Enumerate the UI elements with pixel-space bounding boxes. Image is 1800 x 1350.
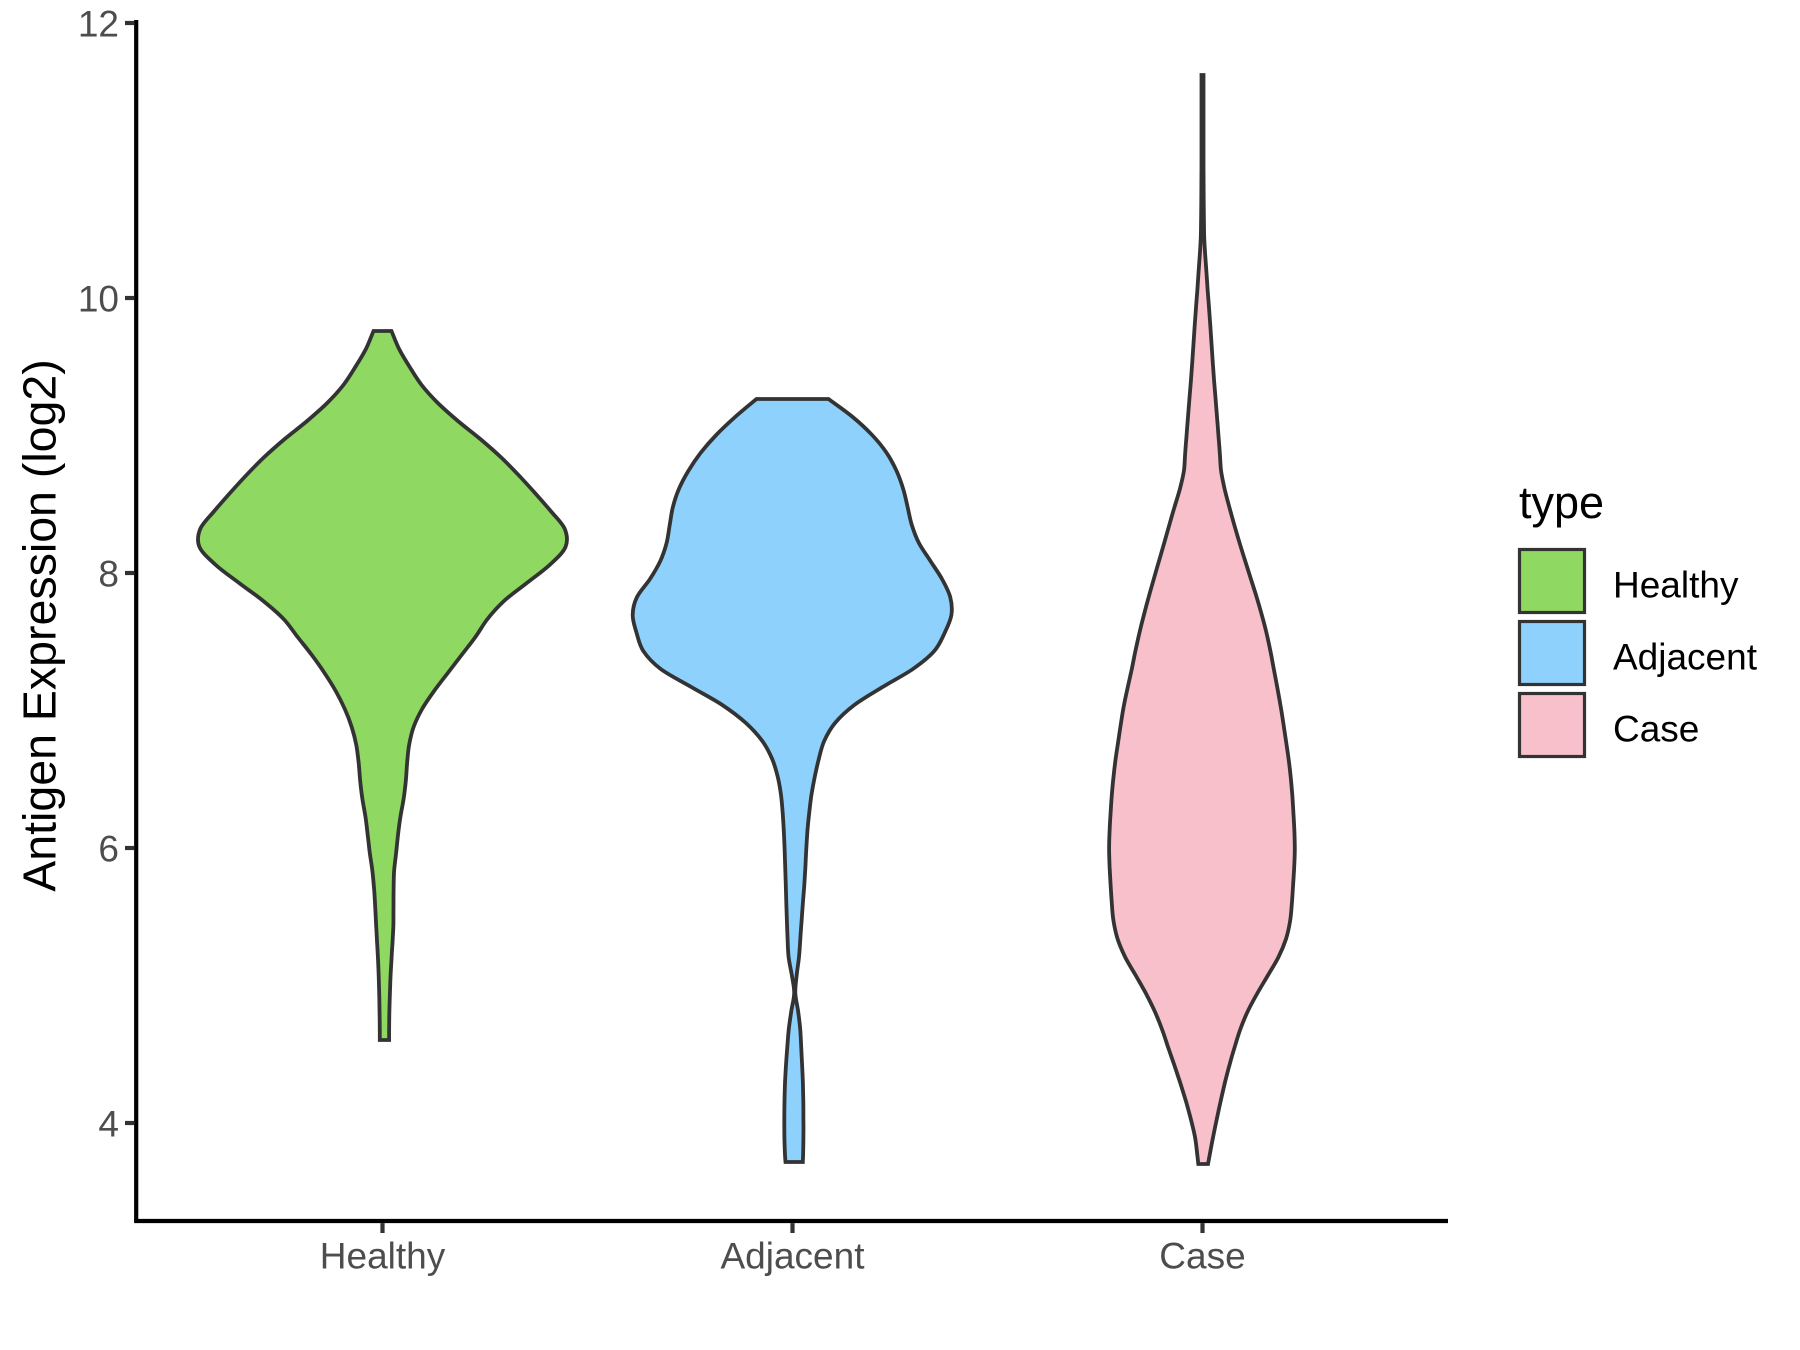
svg-text:12: 12 — [78, 4, 119, 45]
svg-text:10: 10 — [78, 279, 119, 320]
svg-text:Healthy: Healthy — [1613, 565, 1739, 606]
svg-text:Antigen Expression (log2): Antigen Expression (log2) — [14, 359, 66, 891]
svg-text:type: type — [1519, 477, 1604, 528]
svg-text:Case: Case — [1159, 1236, 1245, 1277]
svg-text:Case: Case — [1613, 709, 1699, 750]
svg-text:Adjacent: Adjacent — [721, 1236, 866, 1277]
svg-text:8: 8 — [98, 554, 119, 595]
svg-text:6: 6 — [98, 829, 119, 870]
svg-text:4: 4 — [98, 1104, 119, 1145]
svg-text:Adjacent: Adjacent — [1613, 637, 1758, 678]
svg-text:Healthy: Healthy — [320, 1236, 446, 1277]
